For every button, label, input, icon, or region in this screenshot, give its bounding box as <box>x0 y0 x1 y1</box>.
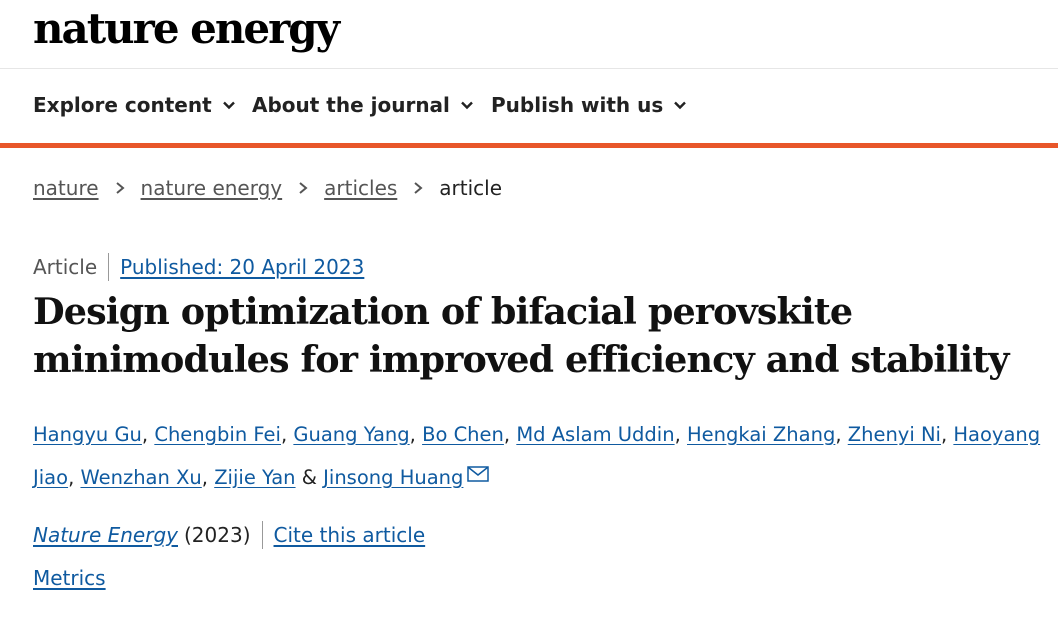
site-logo[interactable]: nature energy <box>33 4 340 53</box>
nav-about-journal[interactable]: About the journal <box>252 93 475 117</box>
author-link[interactable]: Hengkai Zhang <box>687 423 836 446</box>
breadcrumb-current: article <box>439 176 503 200</box>
author-link[interactable]: Wenzhan Xu <box>80 466 202 489</box>
chevron-right-icon <box>115 182 125 194</box>
metrics-link[interactable]: Metrics <box>33 566 106 590</box>
author-separator: , <box>201 466 215 489</box>
mail-icon[interactable] <box>467 466 490 482</box>
article-title-line: Design optimization of bifacial perovski… <box>33 290 853 333</box>
nav-item-label: Publish with us <box>491 93 664 117</box>
journal-link[interactable]: Nature Energy <box>33 523 178 547</box>
cite-article-link[interactable]: Cite this article <box>273 523 426 547</box>
article-type: Article <box>33 255 98 279</box>
breadcrumb-link-nature-energy[interactable]: nature energy <box>140 176 283 200</box>
author-list: Hangyu Gu, Chengbin Fei, Guang Yang, Bo … <box>33 413 1043 499</box>
citation-line: Nature Energy (2023) Cite this article <box>33 521 425 549</box>
author-link[interactable]: Zhenyi Ni <box>847 423 941 446</box>
masthead: nature energy <box>0 0 1058 69</box>
author-separator: , <box>68 466 81 489</box>
author-separator: , <box>674 423 687 446</box>
nav-item-label: About the journal <box>252 93 450 117</box>
author-link[interactable]: Bo Chen <box>422 423 504 446</box>
publication-year: (2023) <box>184 523 251 547</box>
nav-publish-with-us[interactable]: Publish with us <box>491 93 688 117</box>
author-link[interactable]: Haoyang Jiao <box>33 423 1041 489</box>
author-link[interactable]: Md Aslam Uddin <box>516 423 675 446</box>
author-link-corresponding[interactable]: Jinsong Huang <box>323 466 464 489</box>
chevron-right-icon <box>414 182 423 194</box>
article-meta: Article Published: 20 April 2023 <box>33 253 364 281</box>
breadcrumb: nature nature energy articles article <box>33 176 502 200</box>
author-separator: , <box>503 423 517 446</box>
breadcrumb-link-nature[interactable]: nature <box>33 176 99 200</box>
article-title: Design optimization of bifacial perovski… <box>33 288 1023 384</box>
author-separator: , <box>835 423 848 446</box>
breadcrumb-link-articles[interactable]: articles <box>324 176 398 200</box>
author-separator: , <box>280 423 294 446</box>
divider <box>108 253 110 281</box>
author-separator: , <box>940 423 954 446</box>
chevron-down-icon <box>674 101 687 110</box>
author-separator: & <box>295 466 324 489</box>
author-link[interactable]: Guang Yang <box>293 423 410 446</box>
nav-item-label: Explore content <box>33 93 212 117</box>
divider <box>261 521 263 549</box>
nav-explore-content[interactable]: Explore content <box>33 93 237 117</box>
author-separator: , <box>409 423 423 446</box>
chevron-down-icon <box>222 101 235 110</box>
main-nav: Explore content About the journal Publis… <box>0 69 1058 148</box>
author-link[interactable]: Chengbin Fei <box>154 423 281 446</box>
metrics-row: Metrics <box>33 566 106 590</box>
published-date-link[interactable]: Published: 20 April 2023 <box>120 255 365 279</box>
author-link[interactable]: Hangyu Gu <box>33 423 142 446</box>
chevron-right-icon <box>299 182 308 194</box>
article-title-line: minimodules for improved efficiency and … <box>33 338 1009 381</box>
author-link[interactable]: Zijie Yan <box>214 466 296 489</box>
author-separator: , <box>141 423 155 446</box>
chevron-down-icon <box>461 101 473 110</box>
